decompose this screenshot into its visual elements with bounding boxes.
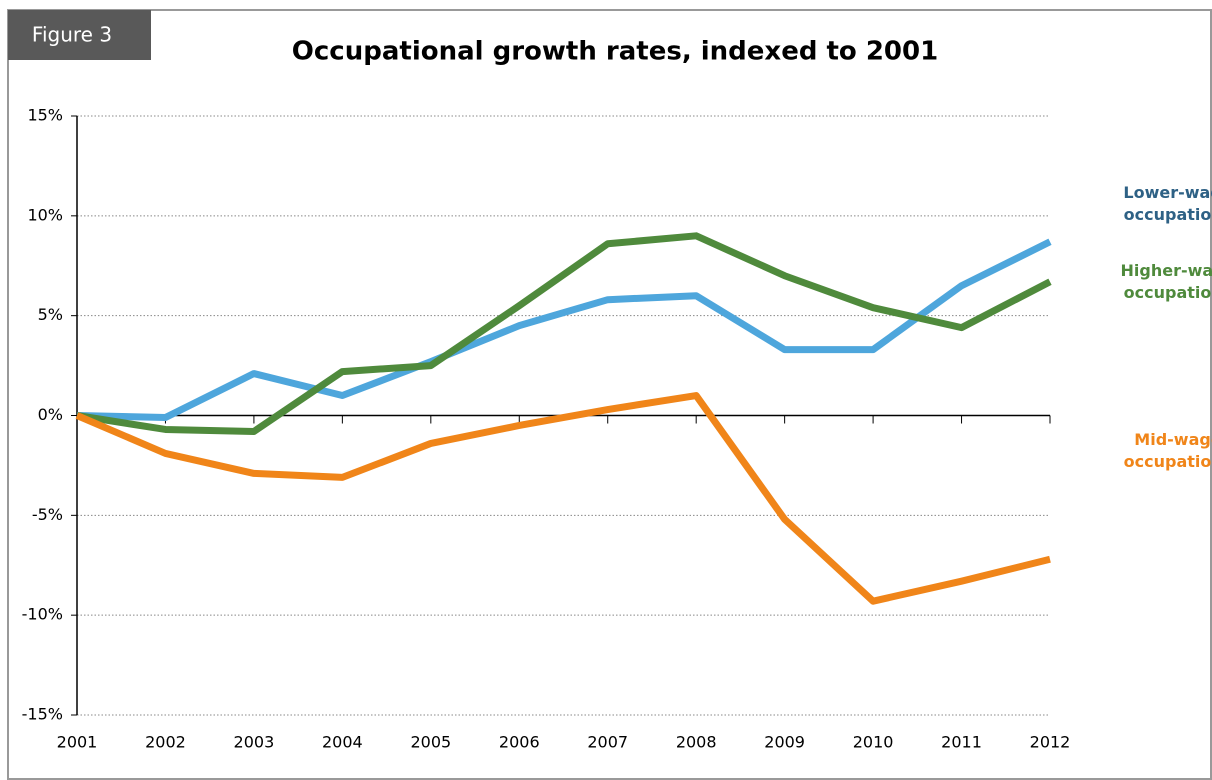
x-tick-label: 2007 [587,733,628,752]
series-line [75,392,1051,605]
x-tick-label: 2008 [676,733,717,752]
figure-label: Figure 3 [32,23,112,47]
x-tick-label: 2003 [234,733,275,752]
x-tick-label: 2005 [410,733,451,752]
series-label: Lower-wage occupations [1123,182,1212,224]
x-tick-label: 2012 [1030,733,1071,752]
series-line [76,232,1052,435]
x-tick-label: 2004 [322,733,363,752]
y-tick-label: 15% [27,106,63,125]
figure-tag [8,10,151,60]
x-tick-label: 2010 [853,733,894,752]
x-tick-label: 2011 [941,733,982,752]
y-tick-label: -5% [32,505,63,524]
series-line [76,238,1052,421]
y-tick-label: -10% [22,605,63,624]
chart-title: Occupational growth rates, indexed to 20… [292,37,938,67]
x-tick-label: 2002 [145,733,186,752]
x-tick-label: 2006 [499,733,540,752]
y-tick-label: 10% [27,205,63,224]
y-tick-label: 0% [38,405,63,424]
y-tick-label: 5% [38,305,63,324]
frame [7,9,1212,780]
y-tick-label: -15% [22,705,63,724]
series-label: Mid-wage occupations [1123,430,1212,472]
x-tick-label: 2009 [764,733,805,752]
series-label: Higher-wage occupations [1120,260,1212,302]
x-tick-label: 2001 [57,733,98,752]
